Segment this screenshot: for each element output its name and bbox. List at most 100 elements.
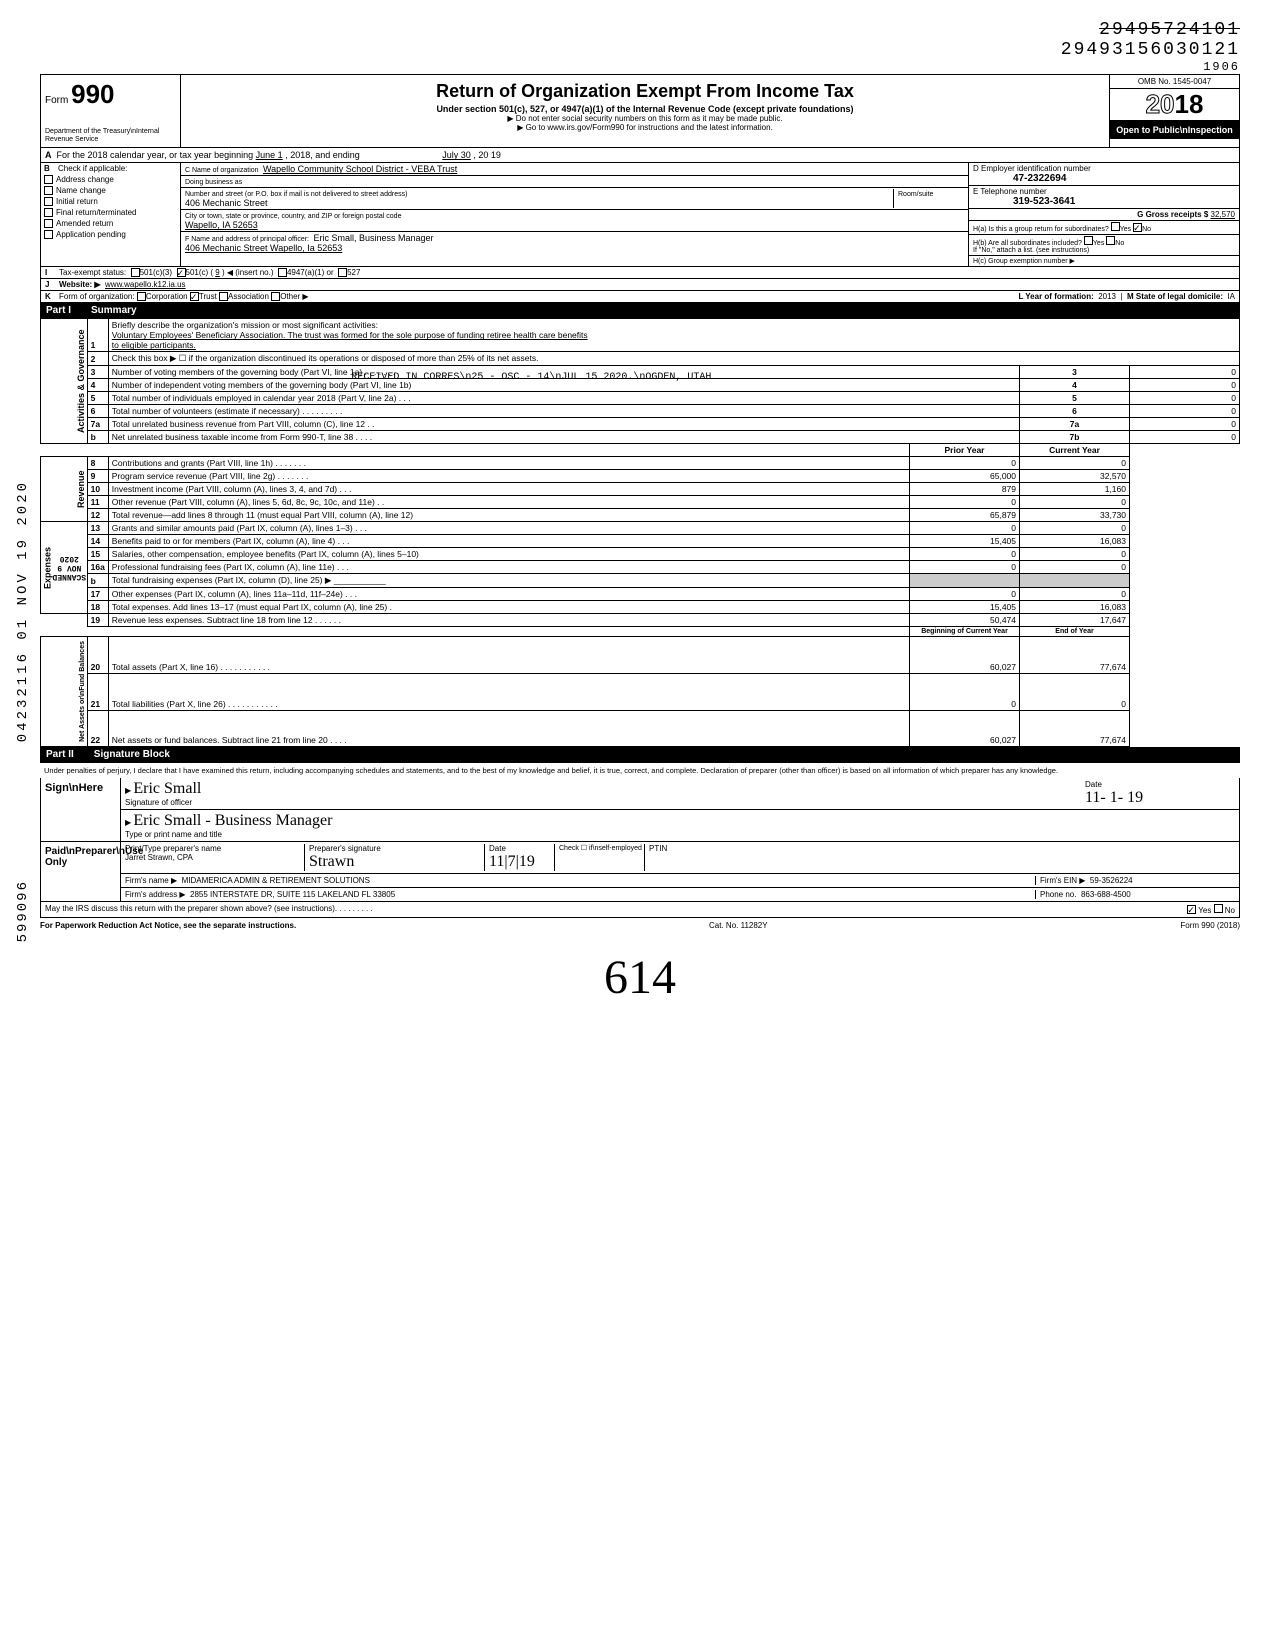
org-city: Wapello, IA 52653	[185, 220, 258, 230]
form-subtitle: Under section 501(c), 527, or 4947(a)(1)…	[189, 104, 1101, 114]
side-expenses: ExpensesSCANNED NOV 9 2020	[41, 522, 88, 614]
side-netassets: Net Assets or\nFund Balances	[41, 637, 88, 747]
firm-name: MIDAMERICA ADMIN & RETIREMENT SOLUTIONS	[182, 876, 370, 885]
c10: 1,160	[1020, 483, 1130, 496]
c13: 0	[1020, 522, 1130, 535]
p12: 65,879	[910, 509, 1020, 522]
c17: 0	[1020, 588, 1130, 601]
officer-name-typed: Eric Small - Business Manager	[133, 812, 332, 829]
chk-pending[interactable]	[44, 230, 53, 239]
col-B: B Check if applicable: Address change Na…	[41, 163, 181, 266]
form-year: 2018	[1110, 89, 1239, 121]
chk-initial-return[interactable]	[44, 197, 53, 206]
stamp-main: 29493156030121	[40, 40, 1240, 60]
chk-ha-no[interactable]	[1133, 223, 1142, 232]
header-grid: B Check if applicable: Address change Na…	[40, 163, 1240, 267]
c14: 16,083	[1020, 535, 1130, 548]
val-4: 0	[1130, 379, 1240, 392]
p18: 15,405	[910, 601, 1020, 614]
c9: 32,570	[1020, 470, 1130, 483]
p20: 60,027	[910, 637, 1020, 674]
val-7b: 0	[1130, 431, 1240, 444]
p19: 50,474	[910, 614, 1020, 627]
val-3: 0	[1130, 366, 1240, 379]
p9: 65,000	[910, 470, 1020, 483]
chk-assoc[interactable]	[219, 292, 228, 301]
form-number: Form 990	[45, 79, 176, 110]
side-revenue: Revenue	[41, 457, 88, 522]
sign-date: 11- 1- 19	[1085, 789, 1143, 806]
p13: 0	[910, 522, 1020, 535]
officer-signature: Eric Small	[133, 780, 201, 797]
received-stamp: RECEIVED IN CORRES\n25 - OSC - 14\nJUL 1…	[351, 372, 711, 383]
c21: 0	[1020, 674, 1130, 711]
stamp-strike: 29495724101	[40, 20, 1240, 40]
phone: 319-523-3641	[1013, 196, 1075, 207]
omb-number: OMB No. 1545-0047	[1110, 75, 1239, 89]
preparer-signature: Strawn	[309, 853, 354, 870]
firm-address: 2855 INTERSTATE DR, SUITE 115 LAKELAND F…	[190, 890, 395, 899]
mission-text: Voluntary Employees' Beneficiary Associa…	[112, 330, 588, 340]
c8: 0	[1020, 457, 1130, 470]
col-C: C Name of organization Wapello Community…	[181, 163, 969, 266]
firm-ein: 59-3526224	[1090, 876, 1133, 885]
c12: 33,730	[1020, 509, 1130, 522]
p21: 0	[910, 674, 1020, 711]
c15: 0	[1020, 548, 1130, 561]
chk-name-change[interactable]	[44, 186, 53, 195]
p10: 879	[910, 483, 1020, 496]
c20: 77,674	[1020, 637, 1130, 674]
org-address: 406 Mechanic Street	[185, 198, 268, 208]
year-formation: 2013	[1098, 292, 1116, 301]
p17: 0	[910, 588, 1020, 601]
chk-amended[interactable]	[44, 219, 53, 228]
chk-hb-no[interactable]	[1106, 236, 1115, 245]
chk-ha-yes[interactable]	[1111, 222, 1120, 231]
side-governance: Activities & Governance	[41, 319, 88, 444]
officer-addr: 406 Mechanic Street Wapello, Ia 52653	[185, 243, 342, 253]
c11: 0	[1020, 496, 1130, 509]
p22: 60,027	[910, 710, 1020, 747]
chk-trust[interactable]	[190, 292, 199, 301]
row-I: ITax-exempt status: 501(c)(3) 501(c) ( 9…	[40, 267, 1240, 279]
org-name: Wapello Community School District - VEBA…	[263, 164, 457, 174]
chk-other[interactable]	[271, 292, 280, 301]
val-7a: 0	[1130, 418, 1240, 431]
c18: 16,083	[1020, 601, 1130, 614]
chk-discuss-no[interactable]	[1214, 904, 1223, 913]
part2-header: Part IISignature Block	[40, 747, 1240, 762]
form-header: Form 990 Department of the Treasury\nInt…	[40, 74, 1240, 148]
c16a: 0	[1020, 561, 1130, 574]
form-note2: ▶ Go to www.irs.gov/Form990 for instruct…	[189, 123, 1101, 132]
chk-corp[interactable]	[137, 292, 146, 301]
preparer-name: Jarret Strawn, CPA	[125, 853, 193, 862]
form-note1: ▶ Do not enter social security numbers o…	[189, 114, 1101, 123]
p11: 0	[910, 496, 1020, 509]
chk-address-change[interactable]	[44, 175, 53, 184]
margin-stamp-1: 04232116 01 NOV 19 2020	[15, 480, 31, 742]
chk-discuss-yes[interactable]	[1187, 905, 1196, 914]
chk-hb-yes[interactable]	[1084, 236, 1093, 245]
p15: 0	[910, 548, 1020, 561]
perjury-text: Under penalties of perjury, I declare th…	[40, 762, 1240, 778]
page-footer: For Paperwork Reduction Act Notice, see …	[40, 921, 1240, 930]
paid-preparer-label: Paid\nPreparer\nUse Only	[41, 842, 121, 901]
open-inspection: Open to Public\nInspection	[1110, 121, 1239, 139]
chk-4947[interactable]	[278, 268, 287, 277]
chk-final-return[interactable]	[44, 208, 53, 217]
chk-501c[interactable]	[177, 268, 186, 277]
stamp-sub: 1906	[40, 60, 1240, 74]
officer-name: Eric Small, Business Manager	[313, 233, 433, 243]
sign-here-label: Sign\nHere	[41, 778, 121, 841]
chk-501c3[interactable]	[131, 268, 140, 277]
website: www.wapello.k12.ia.us	[105, 280, 185, 289]
part1-header: Part ISummary	[40, 303, 1240, 318]
ein: 47-2322694	[1013, 173, 1066, 184]
c19: 17,647	[1020, 614, 1130, 627]
row-K: KForm of organization: Corporation Trust…	[40, 291, 1240, 303]
val-6: 0	[1130, 405, 1240, 418]
summary-table: Activities & Governance 1 Briefly descri…	[40, 318, 1240, 747]
chk-527[interactable]	[338, 268, 347, 277]
margin-stamp-2: 599096	[15, 880, 31, 942]
line-A: A For the 2018 calendar year, or tax yea…	[40, 148, 1240, 163]
